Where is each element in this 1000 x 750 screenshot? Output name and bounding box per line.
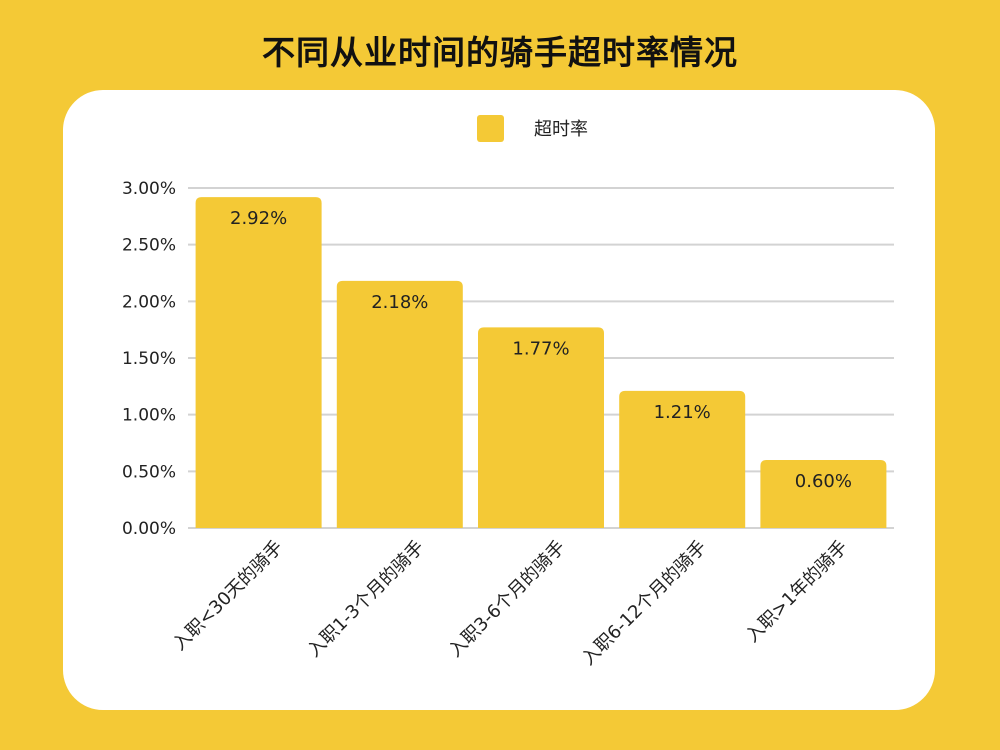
x-tick-label: 入职>1年的骑手 <box>742 537 852 647</box>
x-tick-label: 入职1-3个月的骑手 <box>304 537 429 662</box>
y-tick-label: 2.50% <box>122 236 176 256</box>
y-tick-label: 0.50% <box>122 462 176 482</box>
legend-label: 超时率 <box>534 119 588 140</box>
y-axis-ticks: 0.00% 0.50% 1.00% 1.50% 2.00% 2.50% 3.00% <box>122 179 176 539</box>
x-tick-label: 入职6-12个月的骑手 <box>578 537 711 670</box>
chart-title: 不同从业时间的骑手超时率情况 <box>262 33 738 72</box>
x-axis-labels: 入职<30天的骑手 入职1-3个月的骑手 入职3-6个月的骑手 入职6-12个月的骑手… <box>169 537 852 670</box>
data-label: 1.77% <box>512 338 569 359</box>
legend-swatch <box>477 114 504 142</box>
legend[interactable]: 超时率 <box>477 113 588 143</box>
bars <box>195 197 887 529</box>
bar[interactable] <box>195 197 322 529</box>
bar[interactable] <box>619 390 746 528</box>
x-tick-label: 入职3-6个月的骑手 <box>445 537 570 662</box>
y-tick-label: 2.00% <box>122 292 176 312</box>
data-label: 1.21% <box>654 402 711 423</box>
y-tick-label: 3.00% <box>122 179 176 199</box>
data-label: 2.18% <box>371 292 428 313</box>
data-label: 2.92% <box>230 208 287 229</box>
y-tick-label: 0.00% <box>122 519 176 539</box>
x-tick-label: 入职<30天的骑手 <box>169 537 287 655</box>
y-tick-label: 1.50% <box>122 349 176 369</box>
bar[interactable] <box>336 280 463 528</box>
data-label: 0.60% <box>795 471 852 492</box>
data-labels: 2.92% 2.18% 1.77% 1.21% 0.60% <box>230 208 852 492</box>
y-tick-label: 1.00% <box>122 406 176 426</box>
bar[interactable] <box>760 460 887 528</box>
bar[interactable] <box>478 327 604 528</box>
